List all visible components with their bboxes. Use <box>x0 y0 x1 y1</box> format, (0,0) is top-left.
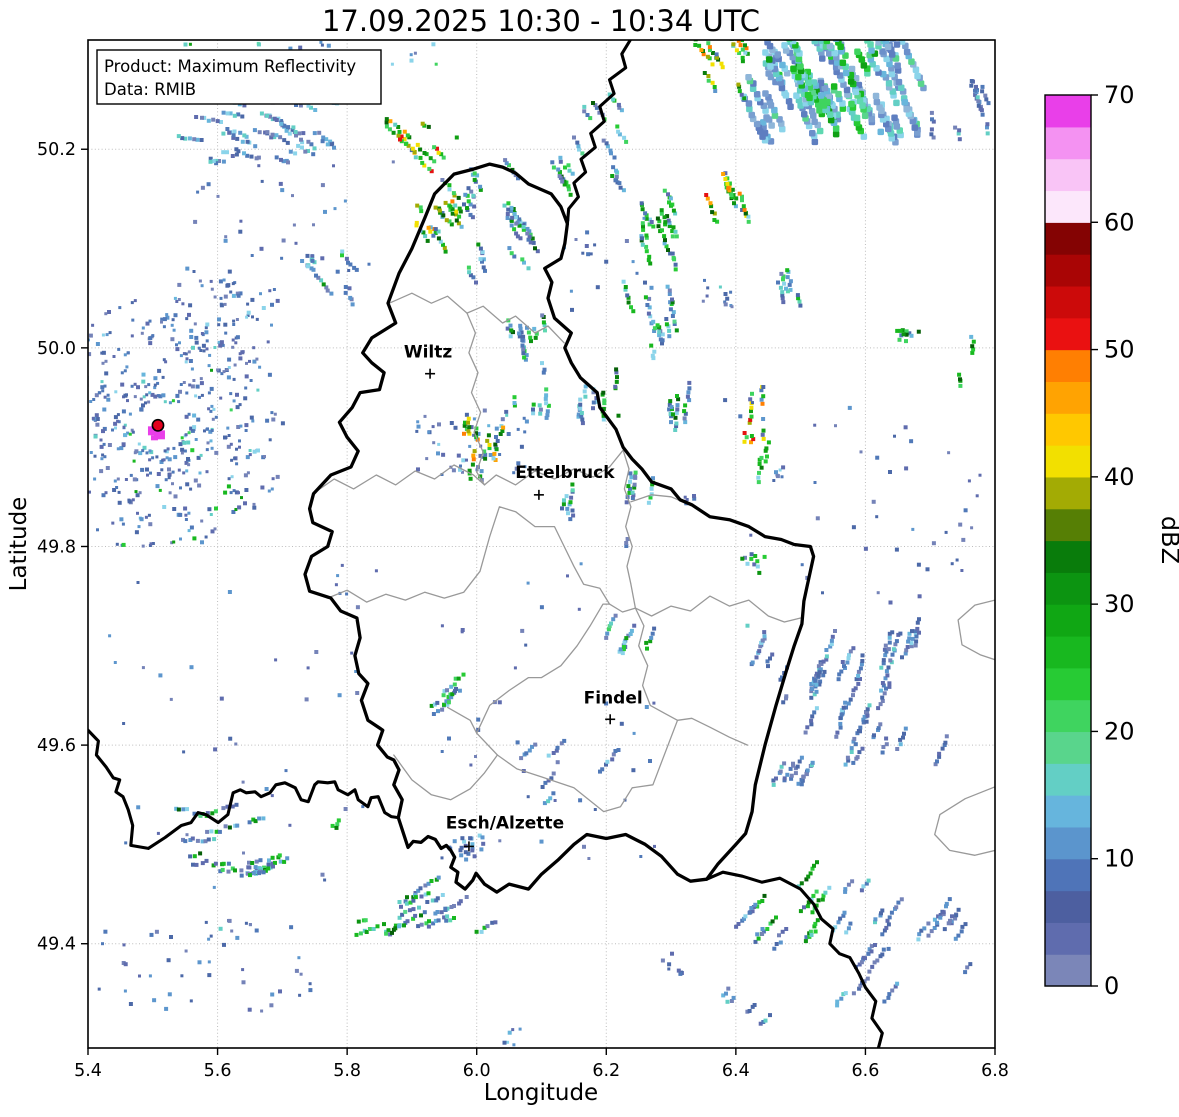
colorbar-segment <box>1045 476 1091 510</box>
district-border <box>634 607 679 721</box>
colorbar-segment <box>1045 190 1091 223</box>
x-tick-label: 6.8 <box>981 1061 1009 1081</box>
x-tick-label: 6.0 <box>463 1061 491 1081</box>
plot-background <box>88 40 995 1048</box>
colorbar: 0 10 20 30 40 50 60 70 <box>1044 81 1135 1000</box>
info-box-frame <box>96 49 382 105</box>
colorbar-segment <box>1045 795 1091 828</box>
colorbar-segment <box>1045 540 1091 573</box>
x-tick-label: 5.6 <box>204 1061 232 1081</box>
y-tick-label: 49.6 <box>37 736 76 756</box>
colorbar-axis-label: dBZ <box>1156 516 1179 564</box>
district-border <box>466 312 486 486</box>
colorbar-segment <box>1045 890 1091 923</box>
city-label: Findel <box>584 688 643 708</box>
city-label: Ettelbruck <box>515 463 615 483</box>
colorbar-segment <box>1045 954 1091 987</box>
colorbar-tick-label: 50 <box>1104 336 1135 364</box>
x-axis-label: Longitude <box>484 1080 598 1106</box>
colorbar-tick-label: 70 <box>1104 81 1135 109</box>
x-tick-label: 6.2 <box>592 1061 620 1081</box>
info-box: Product: Maximum Reflectivity Data: RMIB <box>96 49 382 105</box>
marker-layer: Wiltz Ettelbruck Findel Esch/Alzette <box>147 343 643 852</box>
x-tick-label: 5.4 <box>74 1061 102 1081</box>
colorbar-tick-label: 60 <box>1104 208 1135 236</box>
district-border <box>308 506 802 623</box>
colorbar-tick-label: 30 <box>1104 590 1135 618</box>
city-marker-esch-alzette: Esch/Alzette <box>446 813 564 852</box>
colorbar-segment <box>1045 158 1091 192</box>
german-district-border <box>934 786 995 856</box>
radar-site-dot <box>151 418 165 432</box>
plot-frame <box>87 39 996 1049</box>
colorbar-segment <box>1045 222 1091 255</box>
colorbar-segment <box>1045 349 1091 382</box>
colorbar-tick-label: 20 <box>1104 717 1135 745</box>
colorbar-segment <box>1045 699 1091 733</box>
colorbar-segment <box>1045 381 1091 414</box>
y-tick-label: 50.2 <box>37 140 76 160</box>
district-border <box>630 494 684 503</box>
district-border <box>622 449 637 609</box>
district-border <box>446 706 499 756</box>
colorbar-segment <box>1045 508 1091 542</box>
colorbar-segment <box>1045 922 1091 955</box>
colorbar-segment <box>1045 667 1091 701</box>
city-label: Wiltz <box>404 343 453 363</box>
city-label: Esch/Alzette <box>446 813 564 833</box>
border-france-germany <box>705 870 884 1048</box>
colorbar-segment <box>1045 572 1091 605</box>
y-tick-label: 49.4 <box>37 935 76 955</box>
colorbar-tick-label: 10 <box>1104 845 1135 873</box>
district-border <box>312 449 624 495</box>
colorbar-segment <box>1045 317 1091 351</box>
district-border <box>388 292 565 344</box>
colorbar-segment <box>1045 635 1091 669</box>
info-data-line: Data: RMIB <box>104 80 196 99</box>
colorbar-segment <box>1045 95 1091 128</box>
colorbar-segment <box>1045 126 1091 160</box>
border-belgium-germany <box>565 40 632 226</box>
axis-tick-layer: 5.4 5.6 5.8 6.0 6.2 6.4 6.6 6.8 49.4 49.6 49.8 50.0… <box>37 140 1009 1081</box>
y-tick-label: 50.0 <box>37 339 76 359</box>
german-district-border <box>957 599 995 661</box>
colorbar-segment <box>1045 413 1091 446</box>
radar-site-clutter-halo <box>147 426 165 441</box>
country-border-layer <box>88 40 995 1048</box>
colorbar-segment <box>1045 254 1091 287</box>
figure-title: 17.09.2025 10:30 - 10:34 UTC <box>322 4 760 38</box>
x-tick-label: 6.6 <box>852 1061 880 1081</box>
city-marker-wiltz: Wiltz <box>404 343 453 379</box>
x-tick-label: 6.4 <box>722 1061 750 1081</box>
y-axis-label: Latitude <box>6 497 32 592</box>
colorbar-tick-label: 0 <box>1104 972 1119 1000</box>
district-border <box>476 603 611 734</box>
x-tick-label: 5.8 <box>333 1061 361 1081</box>
colorbar-segment <box>1045 763 1091 796</box>
district-border <box>393 717 749 813</box>
city-marker-findel: Findel <box>584 688 643 725</box>
colorbar-segment <box>1045 604 1091 637</box>
colorbar-segment <box>1045 445 1091 478</box>
city-marker-ettelbruck: Ettelbruck <box>515 463 615 500</box>
colorbar-frame <box>1044 94 1092 987</box>
y-tick-label: 49.8 <box>37 537 76 557</box>
colorbar-segment <box>1045 285 1091 319</box>
colorbar-segment <box>1045 731 1091 764</box>
border-france-belgium <box>88 728 400 850</box>
info-product-line: Product: Maximum Reflectivity <box>104 57 356 76</box>
border-luxembourg <box>303 162 816 894</box>
colorbar-segment <box>1045 826 1091 860</box>
colorbar-segment <box>1045 858 1091 892</box>
colorbar-tick-label: 40 <box>1104 463 1135 491</box>
